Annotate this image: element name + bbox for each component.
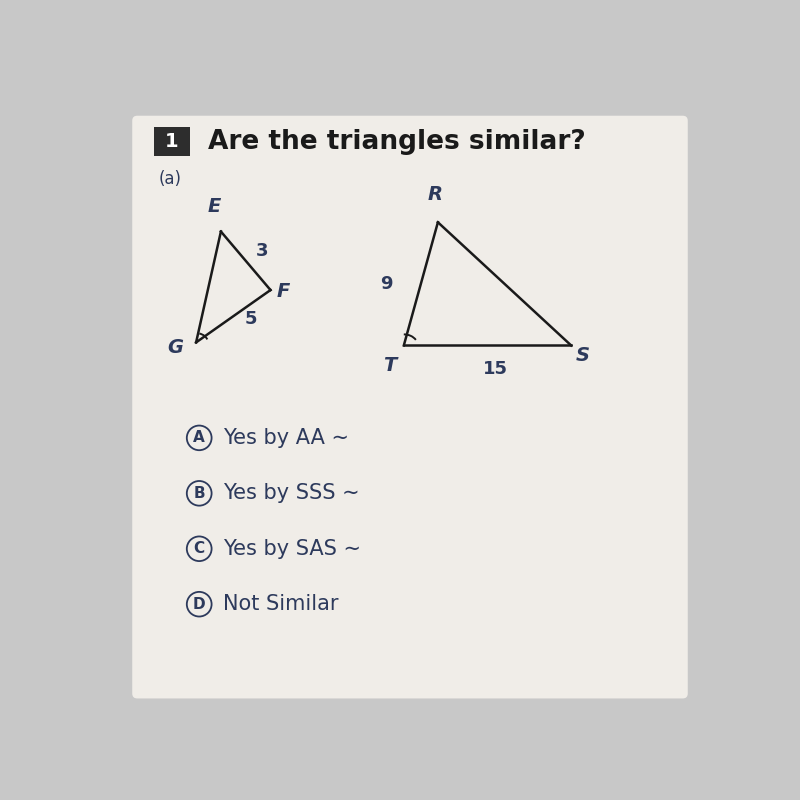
Text: Yes by SAS ∼: Yes by SAS ∼ bbox=[222, 538, 361, 558]
Text: F: F bbox=[277, 282, 290, 302]
Text: (a): (a) bbox=[159, 170, 182, 188]
Text: G: G bbox=[168, 338, 184, 357]
Text: E: E bbox=[208, 197, 222, 216]
Text: Are the triangles similar?: Are the triangles similar? bbox=[209, 129, 586, 154]
Text: 5: 5 bbox=[245, 310, 257, 328]
FancyBboxPatch shape bbox=[154, 126, 190, 156]
Text: D: D bbox=[193, 597, 206, 612]
Text: T: T bbox=[383, 356, 397, 375]
Text: S: S bbox=[576, 346, 590, 366]
FancyBboxPatch shape bbox=[132, 116, 688, 698]
Text: Yes by SSS ∼: Yes by SSS ∼ bbox=[222, 483, 359, 503]
Text: A: A bbox=[194, 430, 205, 446]
Text: Yes by AA ∼: Yes by AA ∼ bbox=[222, 428, 349, 448]
Text: B: B bbox=[194, 486, 205, 501]
Text: C: C bbox=[194, 542, 205, 556]
Text: Not Similar: Not Similar bbox=[222, 594, 338, 614]
Text: 9: 9 bbox=[380, 275, 393, 293]
Text: 15: 15 bbox=[483, 360, 508, 378]
Text: 1: 1 bbox=[165, 132, 178, 151]
Text: R: R bbox=[427, 185, 442, 204]
Text: 3: 3 bbox=[256, 242, 269, 260]
